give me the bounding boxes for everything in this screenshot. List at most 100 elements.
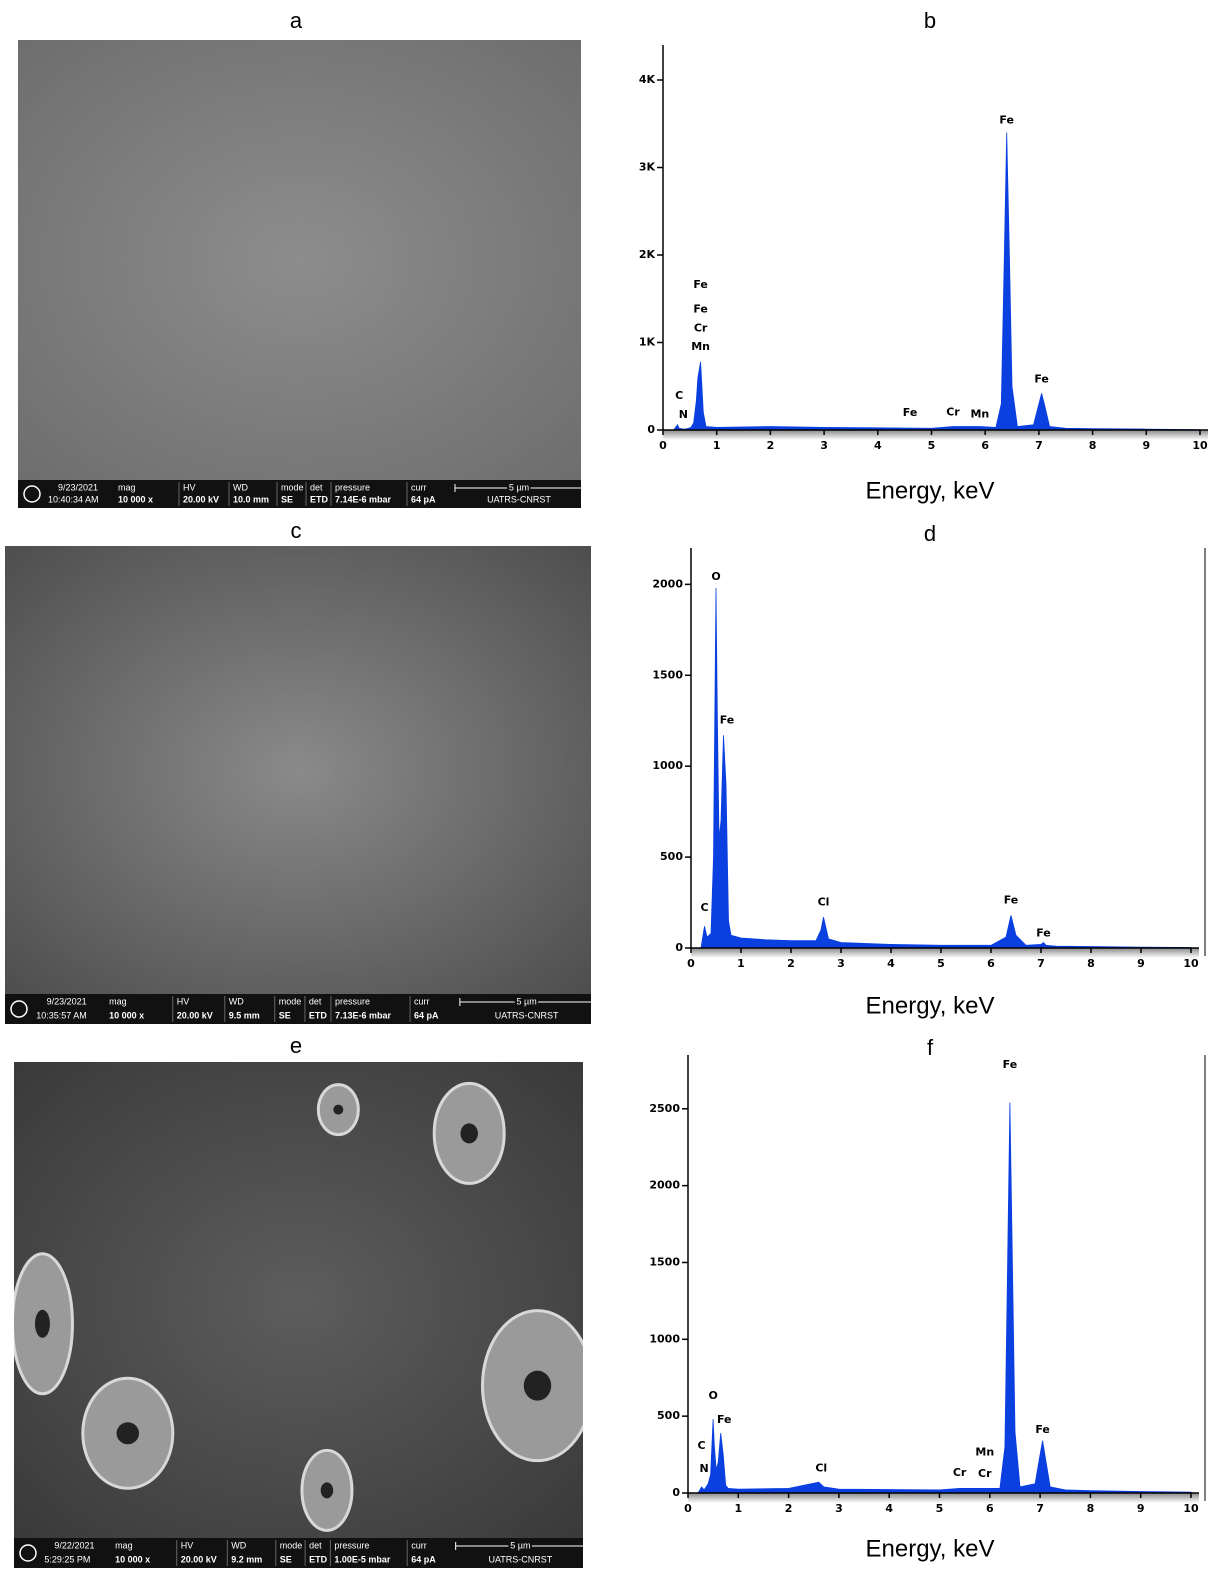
x-tick-label: 10 bbox=[1183, 1502, 1199, 1515]
info-value: SE bbox=[281, 494, 293, 504]
peak-label: Fe bbox=[1035, 1423, 1050, 1436]
texture bbox=[34, 1309, 50, 1338]
axis-shadow bbox=[691, 948, 1199, 958]
x-tick-label: 7 bbox=[1036, 1502, 1044, 1515]
y-tick-label: 2000 bbox=[652, 577, 683, 590]
x-tick-label: 0 bbox=[659, 439, 667, 452]
info-time: 10:35:57 AM bbox=[36, 1010, 87, 1020]
x-tick-label: 2 bbox=[767, 439, 775, 452]
info-name: WD bbox=[233, 482, 248, 492]
info-name: mag bbox=[115, 1540, 133, 1550]
x-tick-label: 5 bbox=[928, 439, 936, 452]
y-tick-label: 1500 bbox=[649, 1255, 680, 1268]
y-tick-label: 4K bbox=[639, 73, 656, 86]
y-tick-label: 2000 bbox=[649, 1179, 680, 1192]
texture bbox=[116, 1422, 140, 1445]
info-value: 10.0 mm bbox=[233, 494, 269, 504]
x-axis-label: Energy, keV bbox=[866, 992, 995, 1019]
x-tick-label: 4 bbox=[885, 1502, 893, 1515]
peak-label: Mn bbox=[970, 407, 989, 420]
info-value: ETD bbox=[309, 1010, 328, 1020]
info-value: 20.00 kV bbox=[181, 1554, 217, 1564]
x-tick-label: 1 bbox=[713, 439, 721, 452]
x-tick-label: 0 bbox=[687, 957, 695, 970]
y-tick-label: 2500 bbox=[649, 1102, 680, 1115]
info-name: WD bbox=[231, 1540, 246, 1550]
peak-label: O bbox=[708, 1389, 717, 1402]
lab-name: UATRS-CNRST bbox=[487, 494, 551, 504]
x-axis-label: Energy, keV bbox=[866, 477, 995, 504]
x-tick-label: 9 bbox=[1137, 1502, 1145, 1515]
x-tick-label: 9 bbox=[1142, 439, 1150, 452]
scale-label: 5 µm bbox=[509, 482, 529, 492]
info-bar bbox=[14, 1538, 583, 1568]
peak-label: N bbox=[699, 1462, 708, 1475]
info-name: det bbox=[310, 482, 323, 492]
peak-label: Fe bbox=[693, 302, 708, 315]
x-tick-label: 10 bbox=[1192, 439, 1208, 452]
info-value: 64 pA bbox=[411, 494, 436, 504]
x-tick-label: 8 bbox=[1089, 439, 1097, 452]
x-tick-label: 8 bbox=[1087, 957, 1095, 970]
logo bbox=[10, 1000, 28, 1018]
peak-label: Cr bbox=[953, 1466, 967, 1479]
peak-label: C bbox=[698, 1439, 706, 1452]
spectrum bbox=[663, 132, 1201, 431]
info-value: 10 000 x bbox=[118, 494, 153, 504]
x-tick-label: 7 bbox=[1035, 439, 1043, 452]
y-tick-label: 1500 bbox=[652, 668, 683, 681]
sem-image bbox=[18, 40, 581, 480]
info-date: 9/23/2021 bbox=[58, 482, 98, 492]
peak-label: Fe bbox=[1034, 372, 1049, 385]
spectrum bbox=[691, 587, 1192, 949]
info-name: mag bbox=[109, 996, 127, 1006]
info-time: 5:29:25 PM bbox=[44, 1554, 90, 1564]
info-name: HV bbox=[181, 1540, 194, 1550]
y-tick-label: 2K bbox=[639, 248, 656, 261]
info-value: SE bbox=[280, 1554, 292, 1564]
scale-label: 5 µm bbox=[517, 996, 537, 1006]
peak-label: C bbox=[700, 901, 708, 914]
info-name: det bbox=[309, 1540, 322, 1550]
peak-label: N bbox=[679, 408, 688, 421]
axis-shadow bbox=[688, 1493, 1199, 1503]
x-tick-label: 5 bbox=[936, 1502, 944, 1515]
info-name: HV bbox=[183, 482, 196, 492]
x-tick-label: 9 bbox=[1137, 957, 1145, 970]
peak-label: Fe bbox=[717, 1413, 732, 1426]
x-tick-label: 5 bbox=[937, 957, 945, 970]
x-tick-label: 1 bbox=[734, 1502, 742, 1515]
peak-label: Cl bbox=[818, 896, 830, 909]
info-name: det bbox=[309, 996, 322, 1006]
peak-label: Fe bbox=[693, 278, 708, 291]
info-name: pressure bbox=[335, 482, 370, 492]
peak-label: Fe bbox=[999, 113, 1014, 126]
info-name: pressure bbox=[334, 1540, 369, 1550]
panel-label: c bbox=[291, 518, 302, 543]
x-tick-label: 3 bbox=[835, 1502, 843, 1515]
lab-name: UATRS-CNRST bbox=[488, 1554, 552, 1564]
x-tick-label: 4 bbox=[874, 439, 882, 452]
logo bbox=[19, 1544, 37, 1562]
x-tick-label: 3 bbox=[837, 957, 845, 970]
info-value: 20.00 kV bbox=[177, 1010, 213, 1020]
scale-label: 5 µm bbox=[510, 1540, 530, 1550]
info-name: mode bbox=[280, 1540, 303, 1550]
info-value: ETD bbox=[310, 494, 329, 504]
info-value: 64 pA bbox=[411, 1554, 436, 1564]
info-name: curr bbox=[411, 1540, 427, 1550]
info-value: 1.00E-5 mbar bbox=[334, 1554, 391, 1564]
peak-label: O bbox=[711, 570, 720, 583]
info-value: 7.14E-6 mbar bbox=[335, 494, 392, 504]
peak-label: Fe bbox=[903, 406, 918, 419]
panel-label: e bbox=[290, 1033, 302, 1058]
info-value: 9.5 mm bbox=[229, 1010, 260, 1020]
info-name: curr bbox=[411, 482, 427, 492]
texture bbox=[320, 1482, 334, 1499]
peak-label: Fe bbox=[1003, 1058, 1018, 1071]
x-tick-label: 6 bbox=[981, 439, 989, 452]
peak-label: Mn bbox=[691, 340, 710, 353]
info-name: mag bbox=[118, 482, 136, 492]
info-date: 9/23/2021 bbox=[47, 996, 87, 1006]
x-tick-label: 10 bbox=[1183, 957, 1199, 970]
